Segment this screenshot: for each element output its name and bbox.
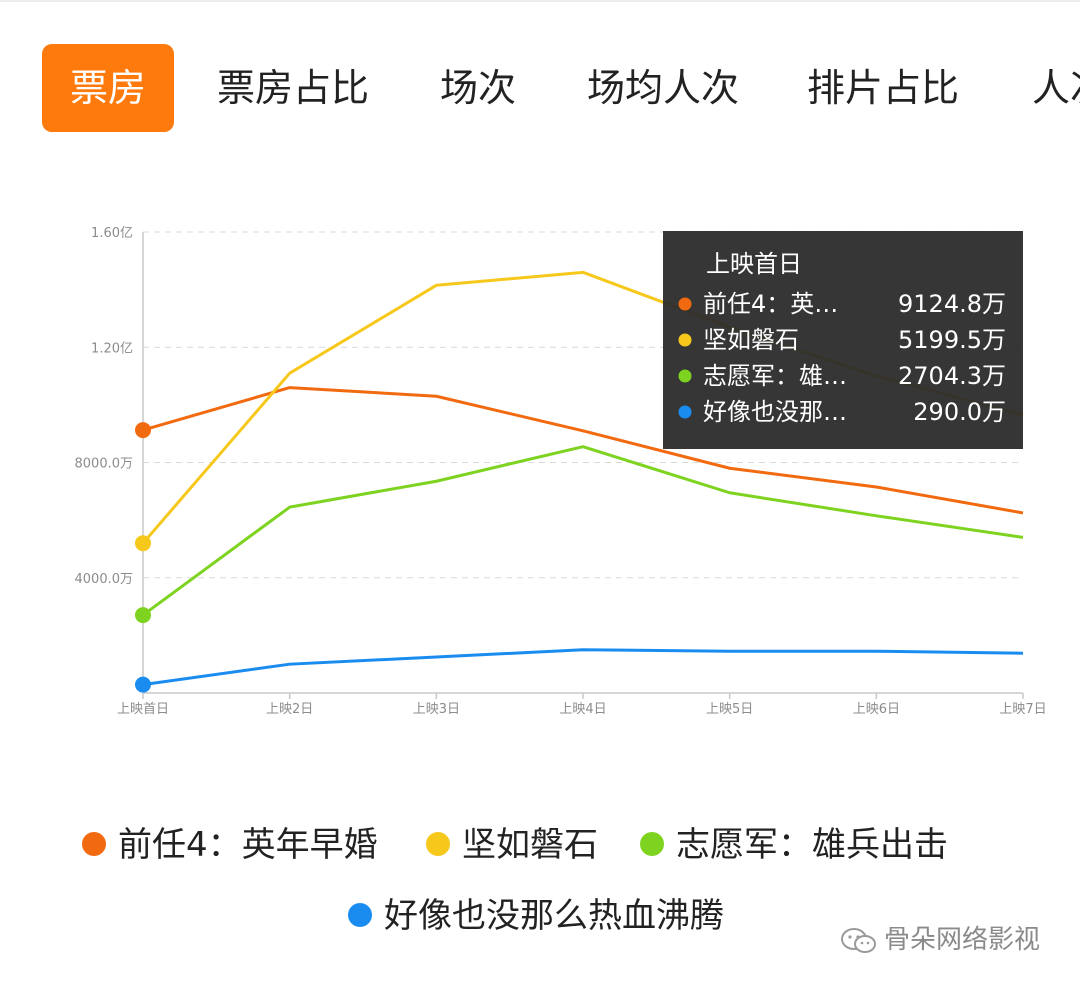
wechat-icon: [841, 927, 876, 953]
data-point-2: [135, 607, 151, 624]
data-point-3: [135, 676, 151, 693]
y-tick-label: 4000.0万: [75, 572, 134, 587]
tooltip-row-label: 坚如磐石: [703, 326, 799, 354]
tooltip-dot: [678, 369, 692, 383]
tooltip-row-label: 志愿军：雄…: [703, 362, 847, 390]
tooltip-dot: [678, 405, 692, 419]
x-tick-label: 上映2日: [266, 702, 313, 717]
legend-dot: [82, 831, 106, 856]
legend-label: 志愿军：雄兵出击: [676, 825, 948, 865]
legend-item-haoxiang[interactable]: 好像也没那么热血沸腾: [348, 886, 724, 946]
legend-dot: [348, 902, 372, 927]
data-point-0: [135, 422, 151, 439]
legend-row-1: 前任4：英年早婚 坚如磐石 志愿军：雄兵出击: [0, 815, 1080, 875]
tooltip-title: 上映首日: [706, 250, 802, 278]
tab-schedule-share[interactable]: 排片占比: [806, 66, 959, 110]
watermark-text: 骨朵网络影视: [884, 925, 1041, 955]
series-line-2: [142, 445, 1024, 617]
x-tick-label: 上映首日: [117, 702, 169, 717]
tooltip-row-value: 9124.8万: [898, 290, 1006, 318]
tab-box-office[interactable]: 票房: [42, 44, 174, 132]
y-tick-label: 1.20亿: [91, 341, 133, 356]
tooltip-dot: [678, 333, 692, 347]
legend-item-qianren4[interactable]: 前任4：英年早婚: [82, 815, 378, 875]
tooltip-row-value: 5199.5万: [898, 326, 1006, 354]
y-tick-label: 1.60亿: [91, 226, 133, 241]
x-tick-label: 上映6日: [853, 702, 900, 717]
tooltip-row-label: 好像也没那…: [703, 398, 847, 426]
legend-item-zhiyuanjun[interactable]: 志愿军：雄兵出击: [640, 815, 948, 875]
x-tick-label: 上映7日: [999, 702, 1046, 717]
series-line-0: [142, 386, 1024, 515]
legend-item-jianrupanshi[interactable]: 坚如磐石: [426, 815, 598, 875]
legend-label: 坚如磐石: [462, 825, 598, 865]
legend-label: 好像也没那么热血沸腾: [384, 896, 724, 936]
tooltip-dot: [678, 297, 692, 311]
tooltip-background: [663, 231, 1023, 449]
tab-screenings[interactable]: 场次: [439, 66, 516, 110]
tab-box-office-share[interactable]: 票房占比: [216, 66, 369, 110]
legend-row-2: 好像也没那么热血沸腾: [0, 886, 1080, 946]
y-tick-label: 8000.0万: [75, 457, 134, 472]
x-tick-label: 上映3日: [413, 702, 460, 717]
top-divider: [0, 0, 1080, 2]
tooltip-row-value: 2704.3万: [898, 362, 1006, 390]
x-tick-label: 上映5日: [706, 702, 753, 717]
tooltip-row-value: 290.0万: [913, 398, 1006, 426]
watermark: 骨朵网络影视: [840, 920, 1040, 960]
tab-avg-attendance[interactable]: 场均人次: [586, 66, 739, 110]
legend-label: 前任4：英年早婚: [118, 825, 378, 865]
tooltip-row-label: 前任4：英…: [703, 290, 838, 318]
legend-dot: [640, 831, 664, 856]
tab-admissions[interactable]: 人次: [1032, 66, 1080, 110]
data-point-1: [135, 535, 151, 552]
metric-tabs: 票房 票房占比 场次 场均人次 排片占比 人次: [0, 44, 1080, 132]
legend-dot: [426, 831, 450, 856]
x-tick-label: 上映4日: [559, 702, 606, 717]
series-line-3: [142, 648, 1024, 687]
